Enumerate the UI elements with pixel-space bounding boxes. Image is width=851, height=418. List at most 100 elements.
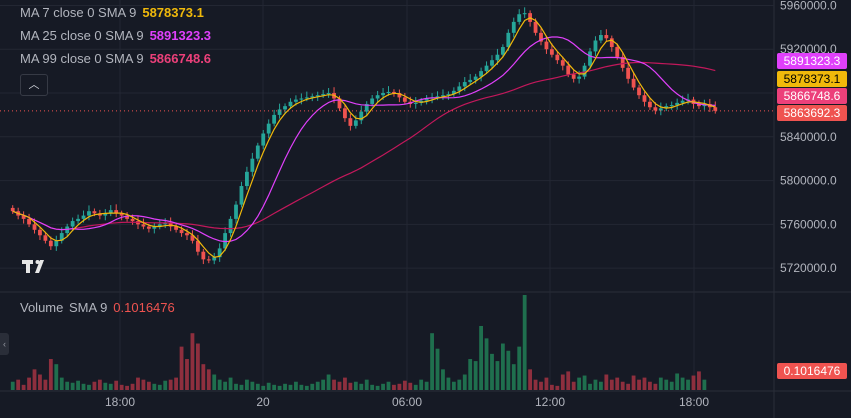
volume-bar — [441, 369, 445, 390]
volume-bar — [310, 383, 315, 390]
volume-bar — [626, 383, 631, 390]
volume-bar — [114, 380, 119, 390]
volume-bar — [413, 384, 418, 390]
volume-bar — [326, 374, 331, 390]
candle-body — [321, 94, 326, 96]
candle-body — [620, 56, 625, 68]
candle-body — [631, 78, 636, 88]
volume-bar — [146, 381, 151, 390]
candle-body — [370, 98, 375, 104]
candle-body — [87, 211, 91, 216]
volume-bar — [370, 384, 375, 390]
volume-bar — [16, 379, 21, 390]
volume-bar — [245, 379, 249, 390]
volume-bar — [283, 383, 287, 390]
volume-bar — [375, 385, 380, 390]
volume-bar — [359, 383, 364, 390]
volume-bar — [495, 361, 500, 390]
candle-body — [310, 96, 315, 98]
volume-bar — [566, 371, 571, 390]
volume-bar — [549, 384, 554, 390]
candle-body — [255, 145, 260, 159]
volume-bar — [195, 343, 200, 390]
legend-ma7[interactable]: MA 7 close 0 SMA 9 5878373.1 — [20, 5, 204, 20]
candle-body — [713, 107, 718, 111]
collapse-legend-button[interactable]: ︿ — [20, 74, 48, 96]
candle-body — [21, 215, 26, 219]
volume-bar — [631, 375, 636, 390]
volume-bar — [680, 377, 685, 390]
candle-body — [223, 233, 228, 249]
candle-body — [517, 14, 522, 22]
side-panel-toggle[interactable]: ‹ — [0, 333, 9, 355]
volume-bar — [174, 377, 179, 390]
legend-ma25-label: MA 25 close 0 SMA 9 — [20, 28, 144, 43]
volume-bar — [435, 348, 440, 390]
candle-body — [495, 54, 500, 61]
volume-bar — [185, 359, 189, 390]
candle-body — [103, 213, 108, 216]
volume-bar — [686, 379, 690, 390]
volume-bar — [642, 377, 647, 390]
price-tag-volume: 0.1016476 — [777, 363, 847, 379]
candle-body — [146, 226, 151, 229]
candle-body — [76, 218, 80, 222]
volume-bar — [544, 377, 549, 390]
candle-body — [185, 233, 189, 236]
volume-bar — [506, 350, 511, 390]
candle-body — [38, 229, 42, 236]
candle-body — [560, 60, 565, 66]
volume-bar — [65, 381, 70, 390]
candle-body — [245, 171, 249, 187]
volume-bar — [32, 369, 37, 390]
volume-bar — [609, 379, 614, 390]
candle-body — [217, 248, 222, 258]
candle-body — [195, 240, 200, 252]
candle-body — [261, 133, 266, 146]
volume-bar — [473, 361, 478, 390]
candle-body — [157, 224, 162, 227]
candle-body — [386, 91, 391, 94]
legend-volume[interactable]: Volume SMA 9 0.1016476 — [20, 300, 175, 315]
volume-bar — [136, 377, 140, 390]
x-tick-label: 12:00 — [535, 395, 565, 409]
candle-body — [462, 82, 467, 87]
candle-body — [582, 65, 587, 77]
volume-bar — [179, 346, 184, 390]
volume-bar — [424, 381, 429, 390]
price-tag-ma25: 5891323.3 — [777, 53, 847, 69]
legend-volume-value: 0.1016476 — [113, 300, 175, 315]
tradingview-logo[interactable] — [22, 258, 48, 279]
volume-bar — [250, 381, 255, 390]
chevron-left-icon: ‹ — [3, 339, 6, 349]
y-tick-label: 5800000.0 — [780, 174, 837, 188]
candle-body — [468, 79, 473, 83]
volume-bar — [70, 382, 75, 390]
candle-body — [10, 207, 15, 212]
volume-bar — [190, 333, 195, 390]
candle-body — [141, 224, 146, 227]
volume-bar — [255, 383, 260, 390]
volume-bar — [304, 385, 309, 390]
volume-bar — [364, 379, 369, 390]
candle-body — [566, 65, 571, 75]
candle-body — [424, 98, 429, 101]
candle-body — [70, 221, 75, 227]
chevron-up-icon: ︿ — [28, 79, 40, 91]
tradingview-logo-mark — [22, 260, 44, 273]
volume-bar — [239, 384, 244, 390]
y-tick-label: 5840000.0 — [780, 130, 837, 144]
candle-body — [658, 108, 663, 111]
legend-ma99[interactable]: MA 99 close 0 SMA 9 5866748.6 — [20, 51, 211, 66]
legend-ma25[interactable]: MA 25 close 0 SMA 9 5891323.3 — [20, 28, 211, 43]
candle-body — [27, 218, 31, 225]
volume-bar — [669, 381, 674, 390]
volume-bar — [130, 383, 135, 390]
candle-body — [326, 93, 331, 95]
volume-bar — [484, 338, 489, 390]
price-tag-ma99: 5866748.6 — [777, 88, 847, 104]
candle-body — [299, 98, 304, 100]
volume-bar — [533, 379, 538, 390]
volume-bar — [697, 371, 701, 390]
